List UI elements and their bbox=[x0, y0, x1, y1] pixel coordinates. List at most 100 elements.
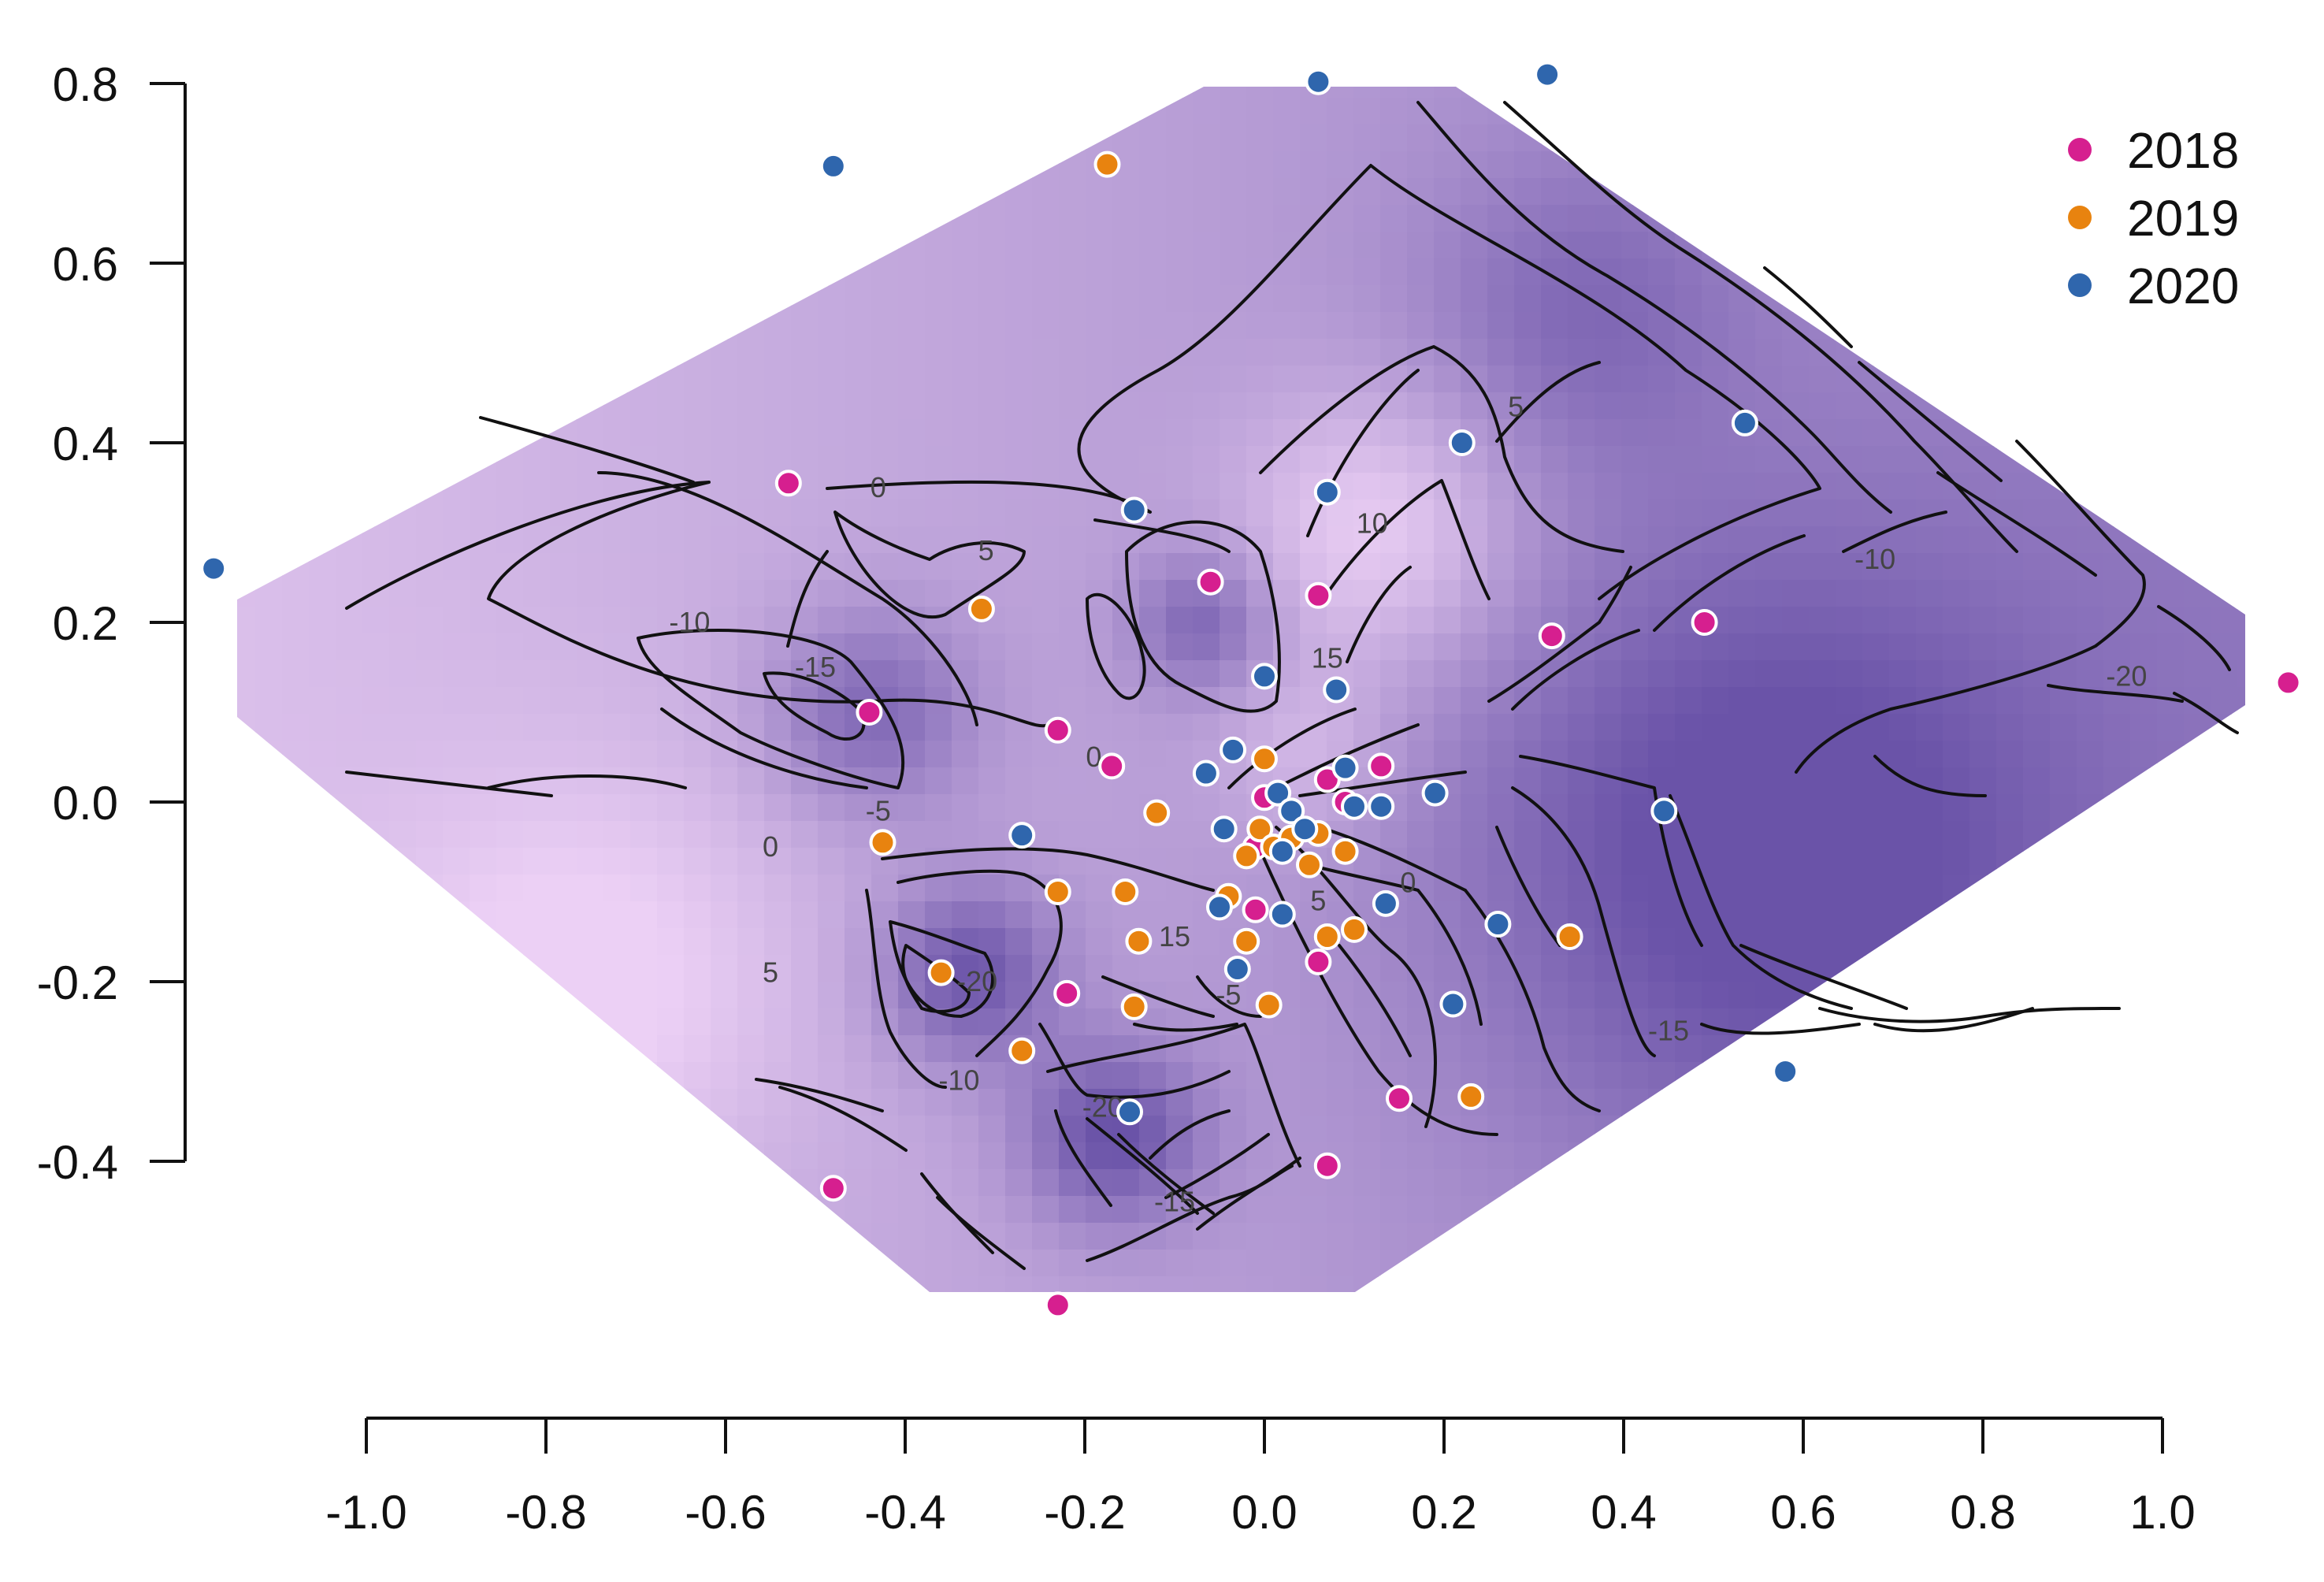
heatmap-cell bbox=[1139, 875, 1167, 902]
heatmap-cell bbox=[1032, 687, 1060, 715]
heatmap-cell bbox=[416, 499, 444, 527]
data-point-2019 bbox=[1341, 915, 1368, 943]
heatmap-cell bbox=[764, 901, 792, 929]
heatmap-cell bbox=[603, 205, 631, 232]
heatmap-cell bbox=[952, 419, 979, 447]
heatmap-cell bbox=[603, 339, 631, 366]
heatmap-cell bbox=[2050, 1169, 2077, 1197]
heatmap-cell bbox=[952, 499, 979, 527]
data-point-2020 bbox=[1206, 893, 1233, 921]
heatmap-cell bbox=[711, 392, 738, 420]
heatmap-cell bbox=[1461, 821, 1488, 849]
heatmap-cell bbox=[603, 660, 631, 688]
heatmap-cell bbox=[309, 392, 336, 420]
heatmap-cell bbox=[1728, 1142, 1756, 1170]
heatmap-cell bbox=[2050, 1089, 2077, 1116]
heatmap-cell bbox=[845, 955, 872, 982]
heatmap-cell bbox=[1568, 258, 1595, 286]
heatmap-cell bbox=[818, 1303, 845, 1331]
heatmap-cell bbox=[550, 473, 577, 500]
heatmap-cell bbox=[1220, 232, 1247, 259]
heatmap-cell bbox=[1809, 526, 1836, 554]
heatmap-cell bbox=[1675, 1250, 1702, 1277]
heatmap-cell bbox=[1969, 687, 1997, 715]
heatmap-cell bbox=[1621, 741, 1649, 768]
heatmap-cell bbox=[1675, 687, 1702, 715]
heatmap-cell bbox=[1112, 1276, 1140, 1292]
heatmap-cell bbox=[443, 928, 470, 956]
heatmap-cell bbox=[1648, 178, 1676, 206]
heatmap-cell bbox=[2050, 392, 2077, 420]
heatmap-cell bbox=[577, 1196, 604, 1224]
heatmap-cell bbox=[523, 258, 551, 286]
data-point-2020 bbox=[1120, 496, 1148, 524]
heatmap-cell bbox=[1407, 312, 1435, 340]
heatmap-cell bbox=[2184, 526, 2211, 554]
heatmap-cell bbox=[952, 178, 979, 206]
heatmap-cell bbox=[657, 955, 685, 982]
data-point-2018 bbox=[1368, 752, 1395, 780]
contour-line bbox=[597, 471, 978, 726]
heatmap-cell bbox=[309, 1142, 336, 1170]
heatmap-cell bbox=[1246, 339, 1274, 366]
heatmap-cell bbox=[1568, 205, 1595, 232]
heatmap-cell bbox=[603, 87, 631, 98]
heatmap-cell bbox=[336, 446, 363, 473]
heatmap-cell bbox=[470, 901, 497, 929]
heatmap-cell bbox=[2130, 875, 2158, 902]
heatmap-cell bbox=[1782, 178, 1810, 206]
heatmap-cell bbox=[1889, 1089, 1917, 1116]
heatmap-cell bbox=[603, 178, 631, 206]
heatmap-cell bbox=[1702, 660, 1729, 688]
heatmap-cell bbox=[1112, 821, 1140, 849]
heatmap-cell bbox=[1461, 258, 1488, 286]
heatmap-cell bbox=[1889, 607, 1917, 634]
heatmap-cell bbox=[2237, 1223, 2245, 1250]
heatmap-cell bbox=[389, 285, 417, 313]
heatmap-cell bbox=[1514, 178, 1542, 206]
contour-line bbox=[345, 481, 1049, 728]
heatmap-cell bbox=[496, 151, 524, 179]
heatmap-cell bbox=[1836, 848, 1863, 875]
heatmap-cell bbox=[925, 285, 952, 313]
heatmap-cell bbox=[577, 1276, 604, 1292]
heatmap-cell bbox=[577, 821, 604, 849]
data-point-2019 bbox=[1233, 842, 1260, 870]
heatmap-cell bbox=[282, 1008, 310, 1036]
heatmap-cell bbox=[237, 741, 256, 768]
heatmap-cell bbox=[1809, 821, 1836, 849]
heatmap-cell bbox=[389, 1008, 417, 1036]
heatmap-cell bbox=[336, 473, 363, 500]
heatmap-cell bbox=[737, 1303, 765, 1331]
contour-line bbox=[2173, 692, 2239, 734]
heatmap-cell bbox=[1166, 473, 1194, 500]
heatmap-cell bbox=[1380, 419, 1408, 447]
heatmap-cell bbox=[1407, 446, 1435, 473]
heatmap-cell bbox=[416, 98, 444, 125]
heatmap-cell bbox=[1300, 312, 1327, 340]
heatmap-cell bbox=[1702, 446, 1729, 473]
heatmap-cell bbox=[684, 1008, 711, 1036]
heatmap-cell bbox=[1943, 87, 1970, 98]
heatmap-cell bbox=[577, 339, 604, 366]
heatmap-cell bbox=[1300, 1276, 1327, 1292]
heatmap-cell bbox=[737, 1142, 765, 1170]
heatmap-cell bbox=[1112, 258, 1140, 286]
heatmap-cell bbox=[336, 285, 363, 313]
heatmap-cell bbox=[1300, 607, 1327, 634]
heatmap-cell bbox=[1193, 848, 1220, 875]
heatmap-cell bbox=[1327, 1196, 1354, 1224]
x-tick-label: 0.0 bbox=[1231, 1486, 1297, 1539]
heatmap-cell bbox=[2237, 1062, 2245, 1090]
heatmap-cell bbox=[2077, 1035, 2104, 1063]
heatmap-cell bbox=[1702, 1223, 1729, 1250]
heatmap-cell bbox=[443, 1169, 470, 1197]
heatmap-cell bbox=[1809, 1169, 1836, 1197]
heatmap-cell bbox=[2103, 741, 2131, 768]
heatmap-cell bbox=[1621, 901, 1649, 929]
heatmap-cell bbox=[1943, 499, 1970, 527]
heatmap-cell bbox=[630, 982, 658, 1009]
heatmap-cell bbox=[1621, 821, 1649, 849]
heatmap-cell bbox=[577, 687, 604, 715]
heatmap-cell bbox=[630, 98, 658, 125]
